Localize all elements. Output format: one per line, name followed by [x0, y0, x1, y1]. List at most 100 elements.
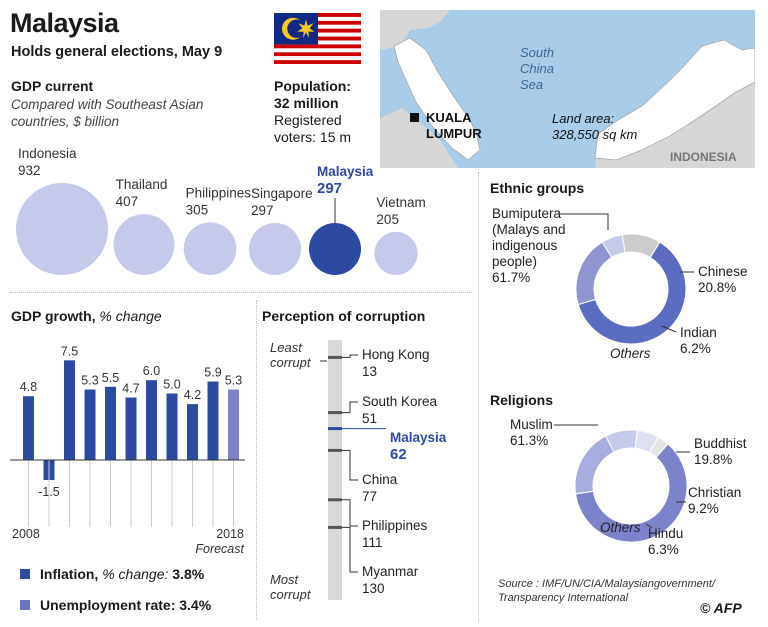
growth-bar	[84, 389, 96, 460]
corruption-score-label: 62	[390, 446, 407, 463]
corruption-score-label: 130	[362, 581, 385, 596]
source-line1: Source : IMF/UN/CIA/Malaysiangovernment/	[498, 578, 716, 590]
corruption-leader	[342, 499, 358, 527]
area-value: 328,550 sq km	[552, 127, 637, 142]
donut-slice	[575, 241, 613, 306]
corruption-marker	[328, 525, 342, 529]
page-subtitle: Holds general elections, May 9	[11, 44, 223, 60]
bubble-value: 297	[251, 203, 274, 218]
population-value: 32 million	[274, 95, 339, 111]
growth-forecast-label: Forecast	[195, 542, 244, 556]
corruption-top-label-2: corrupt	[270, 355, 312, 370]
corruption-marker	[328, 355, 342, 359]
unemployment-label: Unemployment rate:	[40, 597, 176, 613]
east-malaysia	[594, 39, 755, 161]
bubble-label: Malaysia	[317, 164, 374, 179]
bubble-vietnam	[374, 231, 418, 275]
source-line2: Transparency International	[498, 592, 629, 604]
corruption-top-label-1: Least	[270, 340, 303, 355]
corruption-country-label: South Korea	[362, 394, 438, 409]
flag-stripe	[274, 52, 361, 57]
donut-label: 19.8%	[694, 452, 732, 467]
corruption-marker	[328, 448, 342, 452]
corruption-country-label: Hong Kong	[362, 347, 430, 362]
page-title: Malaysia	[10, 8, 119, 38]
donut-label: Muslim	[510, 417, 553, 432]
corruption-leader	[342, 449, 358, 481]
corruption-leader	[342, 526, 358, 573]
ethnic-chart: Bumiputera(Malays andindigenouspeople)61…	[492, 206, 748, 361]
corruption-country-label: Malaysia	[390, 430, 447, 445]
corruption-score-label: 51	[362, 411, 377, 426]
growth-x-last: 2018	[216, 527, 244, 541]
bubble-malaysia	[309, 223, 361, 275]
gdp-growth-comma: ,	[91, 308, 100, 324]
corruption-leader	[342, 354, 358, 358]
corruption-scale-bar	[328, 340, 342, 600]
growth-value-label: 5.9	[204, 366, 221, 380]
growth-value-label: 4.7	[122, 382, 139, 396]
sea-label-3: Sea	[520, 77, 543, 92]
growth-value-label: 6.0	[143, 364, 160, 378]
corruption-bottom-label-2: corrupt	[270, 587, 312, 602]
donut-label: 20.8%	[698, 280, 736, 295]
flag-stripe	[274, 44, 361, 49]
donut-leader	[558, 213, 609, 230]
gdp-current-subtitle: Compared with Southeast Asian countries,…	[11, 97, 204, 129]
corruption-score-label: 13	[362, 364, 377, 379]
growth-value-label: 7.5	[61, 344, 78, 358]
peninsular-malaysia	[393, 37, 481, 161]
bubble-value: 932	[18, 163, 41, 178]
donut-label: Others	[610, 346, 651, 361]
donut-slice	[575, 443, 688, 543]
voters-line1: Registered	[274, 112, 342, 128]
corruption-marker	[328, 498, 342, 502]
bubble-label: Thailand	[116, 177, 168, 192]
flag-stripe	[274, 56, 361, 61]
donut-label: Buddhist	[694, 436, 747, 451]
donut-label: indigenous	[492, 238, 558, 253]
donut-label: 6.2%	[680, 341, 711, 356]
ethnic-title: Ethnic groups	[490, 180, 585, 196]
capital-label-1: KUALA	[426, 110, 472, 125]
inflation-value: 3.8%	[172, 566, 205, 582]
growth-value-label: 4.8	[20, 380, 37, 394]
gdp-growth-subtitle: % change	[99, 308, 162, 324]
donut-label: (Malays and	[492, 222, 566, 237]
corruption-score-label: 111	[362, 535, 383, 550]
growth-value-label: 5.0	[163, 378, 180, 392]
donut-leader	[645, 523, 653, 529]
inflation-unit: % change:	[102, 566, 169, 582]
corruption-country-label: Myanmar	[362, 564, 419, 579]
corruption-title: Perception of corruption	[262, 308, 426, 324]
donut-label: Others	[600, 520, 641, 535]
bubble-label: Indonesia	[18, 146, 77, 161]
capital-label-2: LUMPUR	[426, 126, 482, 141]
inflation-indicator: Inflation, % change: 3.8%	[20, 566, 204, 582]
sea-label-2: China	[520, 61, 554, 76]
bubble-label: Philippines	[186, 185, 252, 200]
bubble-value: 205	[376, 212, 399, 227]
corruption-country-label: China	[362, 472, 398, 487]
growth-value-label: 4.2	[184, 388, 201, 402]
growth-bar	[228, 389, 239, 460]
corruption-marker	[328, 411, 342, 415]
malaysia-map: KUALA LUMPUR South China Sea Land area: …	[380, 10, 755, 168]
donut-slice	[648, 436, 669, 459]
afp-credit: © AFP	[700, 600, 742, 616]
bubble-singapore	[249, 223, 301, 275]
capital-marker	[410, 113, 419, 122]
gdp-current-chart: Indonesia 932 Thailand 407 Philippines 305 Sin…	[16, 146, 426, 275]
donut-slice	[621, 233, 661, 259]
growth-value-label: 5.3	[225, 374, 242, 388]
flag-stripe	[274, 48, 361, 53]
donut-label: 6.3%	[648, 542, 679, 557]
growth-bar	[187, 404, 198, 460]
bubble-value: 407	[116, 194, 139, 209]
corruption-marker	[328, 427, 342, 431]
population-heading: Population:	[274, 78, 351, 94]
growth-bar	[146, 380, 157, 460]
growth-x-first: 2008	[12, 527, 40, 541]
